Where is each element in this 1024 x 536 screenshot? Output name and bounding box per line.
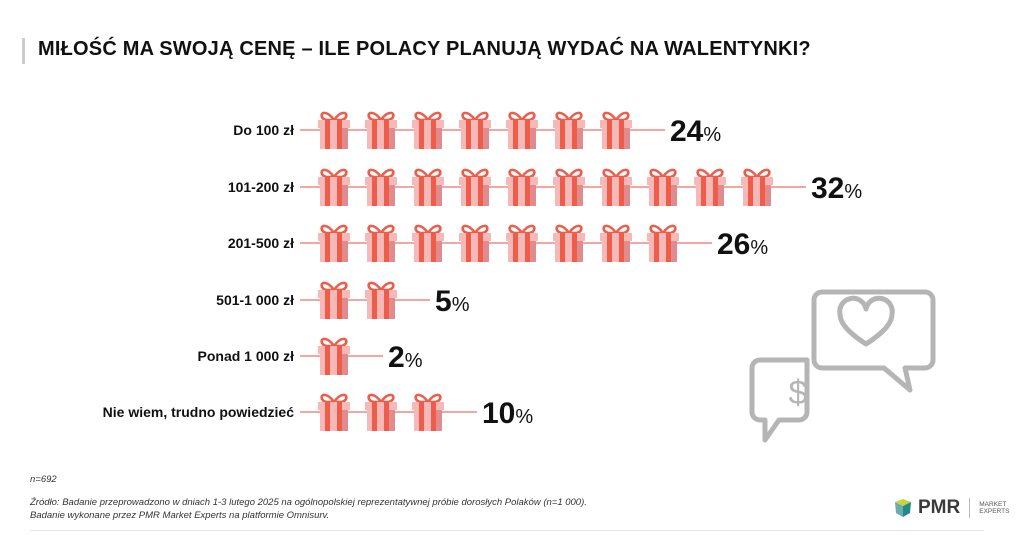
gift-icon — [600, 224, 632, 262]
gift-icon — [506, 224, 538, 262]
gift-icon — [318, 337, 350, 375]
value-label: 5% — [435, 285, 470, 318]
value-label: 10% — [482, 397, 533, 430]
value-label: 26% — [717, 228, 768, 261]
gift-icon — [365, 393, 397, 431]
gift-icon — [506, 111, 538, 149]
gift-icon — [694, 168, 726, 206]
category-label: Do 100 zł — [233, 122, 294, 138]
chat-bubbles-icon: $ — [749, 289, 936, 443]
title-accent — [22, 38, 25, 64]
gift-icon — [459, 168, 491, 206]
value-label: 24% — [670, 115, 721, 148]
gift-icon — [412, 393, 444, 431]
gift-icon — [600, 111, 632, 149]
gift-icon — [365, 111, 397, 149]
value-label: 2% — [388, 341, 423, 374]
category-label: 201-500 zł — [228, 235, 294, 251]
gift-icon — [318, 168, 350, 206]
gift-icon — [459, 224, 491, 262]
gift-icon — [506, 168, 538, 206]
gift-icon — [647, 168, 679, 206]
category-label: 101-200 zł — [228, 179, 294, 195]
category-label: 501-1 000 zł — [216, 292, 294, 308]
gift-icon — [459, 111, 491, 149]
gift-icon — [365, 281, 397, 319]
sample-size: n=692 — [30, 474, 57, 485]
gift-icon — [412, 168, 444, 206]
category-label: Nie wiem, trudno powiedzieć — [103, 404, 295, 420]
source-note: Źródło: Badanie przeprowadzono w dniach … — [30, 497, 587, 508]
gift-icon — [647, 224, 679, 262]
logo-name: PMR — [918, 497, 961, 518]
gift-icon — [600, 168, 632, 206]
gift-icon — [412, 111, 444, 149]
gift-icon — [365, 224, 397, 262]
footer-divider — [30, 530, 984, 531]
gift-icon — [553, 111, 585, 149]
gift-icon — [412, 224, 444, 262]
pmr-logo: PMR MARKET EXPERTS — [893, 497, 1009, 519]
gift-icon — [553, 224, 585, 262]
gift-icon — [553, 168, 585, 206]
page-title: MIŁOŚĆ MA SWOJĄ CENĘ – ILE POLACY PLANUJ… — [38, 38, 811, 60]
logo-tagline: EXPERTS — [979, 508, 1010, 515]
gift-icon — [318, 224, 350, 262]
logo-tagline: MARKET — [979, 501, 1007, 508]
gift-icon — [318, 393, 350, 431]
source-note-2: Badanie wykonane przez PMR Market Expert… — [30, 510, 330, 521]
svg-text:$: $ — [789, 374, 808, 412]
gift-icon — [741, 168, 773, 206]
pmr-cube-icon — [895, 499, 911, 517]
value-label: 32% — [811, 172, 862, 205]
gift-icon — [318, 281, 350, 319]
gift-icon — [365, 168, 397, 206]
gift-icon — [318, 111, 350, 149]
category-label: Ponad 1 000 zł — [198, 348, 295, 364]
